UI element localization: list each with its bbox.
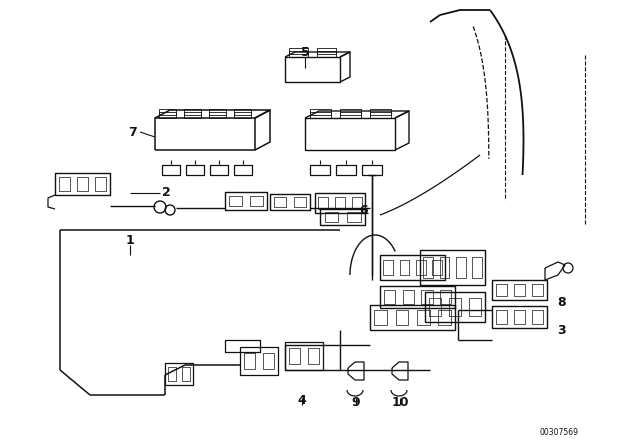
Text: 7: 7	[128, 125, 137, 138]
Text: 00307569: 00307569	[540, 427, 579, 436]
Text: 3: 3	[557, 323, 566, 336]
Text: 1: 1	[125, 233, 134, 246]
Text: 6: 6	[360, 203, 368, 216]
Text: 5: 5	[301, 46, 309, 59]
Text: 4: 4	[298, 393, 307, 406]
Text: 9: 9	[352, 396, 360, 409]
Text: 8: 8	[557, 296, 566, 309]
Text: 10: 10	[391, 396, 409, 409]
Text: 2: 2	[162, 185, 171, 198]
